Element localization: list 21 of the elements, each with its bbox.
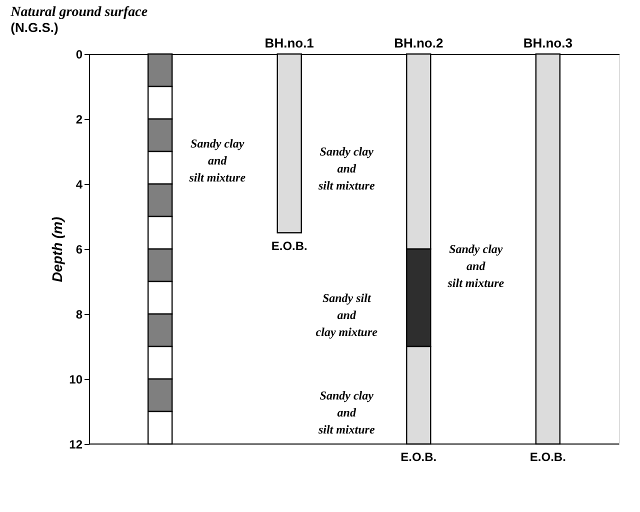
annotation: Sandy clay and silt mixture: [317, 388, 376, 436]
y-tick-label: 2: [76, 112, 83, 126]
annotation: Sandy silt and clay mixture: [316, 290, 378, 339]
y-tick-label: 12: [69, 438, 83, 452]
annotation: E.O.B.: [271, 238, 308, 253]
x-tick-label: BH.no.3: [523, 36, 572, 50]
annotation: E.O.B.: [400, 450, 437, 464]
annotation: Sandy clay and silt mixture: [317, 144, 376, 192]
annotation: E.O.B.: [530, 450, 566, 464]
annotation: Sandy clay and silt mixture: [188, 136, 246, 184]
y-tick-label: 4: [76, 178, 83, 192]
y-axis-title: Depth (m): [49, 216, 66, 282]
y-tick-label: 8: [76, 308, 83, 322]
y-tick-label: 6: [76, 242, 83, 256]
annotation: Sandy clay and silt mixture: [446, 242, 505, 290]
y-tick-label: 0: [76, 48, 83, 62]
x-tick-label: BH.no.2: [394, 36, 444, 50]
x-tick-label: BH.no.1: [264, 36, 314, 50]
text: (N.G.S.): [10, 20, 58, 35]
y-tick-label: 10: [69, 372, 83, 386]
text: Natural ground surface: [10, 5, 148, 20]
